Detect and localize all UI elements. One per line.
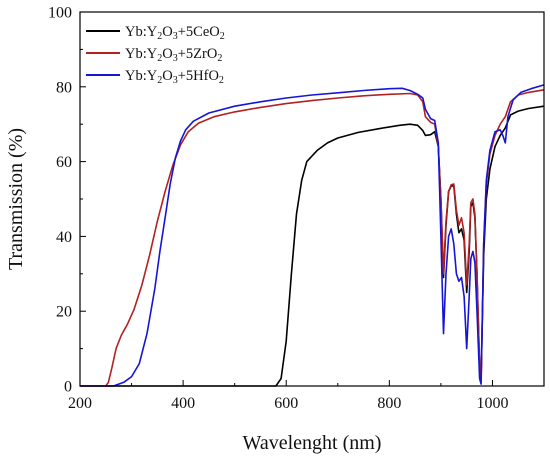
plot-lines [80, 84, 545, 387]
x-tick-label: 800 [377, 395, 401, 412]
legend-label-1: Yb:Y2O3+5CeO2 [125, 24, 225, 42]
x-tick-label: 600 [274, 395, 298, 412]
y-axis-ticks: 0 20 40 60 80 100 [48, 5, 86, 396]
series-line-2 [80, 89, 545, 387]
x-axis-ticks: 200 400 600 800 1000 [68, 380, 508, 412]
y-tick-label: 80 [56, 79, 72, 96]
legend-label-3: Yb:Y2O3+5HfO2 [125, 68, 224, 86]
series-line-3 [80, 84, 545, 387]
y-tick-label: 100 [48, 5, 72, 22]
legend: Yb:Y2O3+5CeO2 Yb:Y2O3+5ZrO2 Yb:Y2O3+5HfO2 [86, 24, 225, 86]
x-axis-title: Wavelenght (nm) [243, 432, 382, 454]
y-tick-label: 0 [64, 379, 72, 396]
x-tick-label: 400 [171, 395, 195, 412]
series-line-1 [80, 105, 545, 387]
y-tick-label: 20 [56, 304, 72, 321]
y-axis-title: Transmission (%) [5, 128, 27, 270]
x-tick-label: 1000 [476, 395, 508, 412]
y-tick-label: 40 [56, 229, 72, 246]
legend-label-2: Yb:Y2O3+5ZrO2 [125, 46, 222, 64]
y-tick-label: 60 [56, 154, 72, 171]
x-tick-label: 200 [68, 395, 92, 412]
